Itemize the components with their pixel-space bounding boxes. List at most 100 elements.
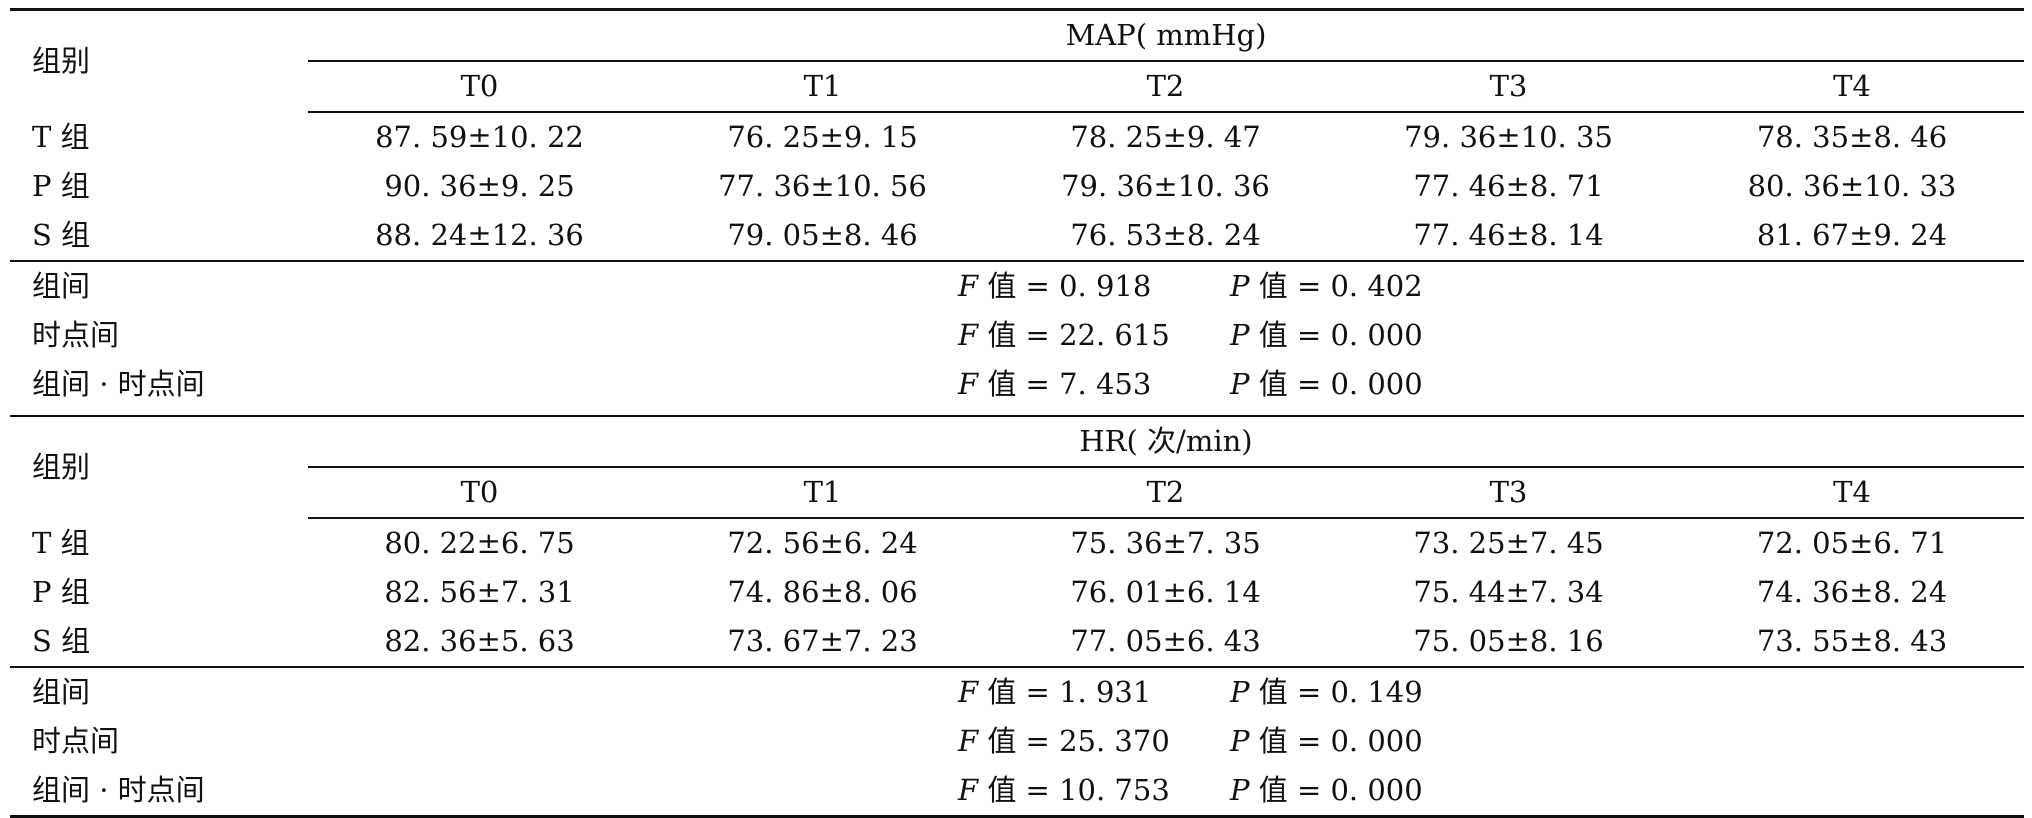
stat-row: 组间 F 值 = 0. 918 P 值 = 0. 402 [10, 261, 2024, 311]
double-rule-cell [10, 409, 2024, 417]
f-value-text: 值 = 22. 615 [978, 318, 1170, 352]
p-symbol: P [1230, 675, 1250, 709]
stat-label: 组间 [32, 675, 91, 709]
f-value-text: 值 = 7. 453 [978, 367, 1152, 401]
stat-label: 组间 · 时点间 [32, 367, 205, 401]
column-header: T2 [994, 467, 1337, 519]
group-label: P 组 [32, 575, 90, 609]
f-value: F 值 = 0. 918 [958, 262, 1151, 311]
p-symbol: P [1230, 318, 1250, 352]
table-row: T 组 80. 22±6. 75 72. 56±6. 24 75. 36±7. … [10, 518, 2024, 568]
group-label: S 组 [10, 211, 308, 262]
table-cell: 75. 36±7. 35 [1070, 526, 1261, 560]
group-label: T 组 [32, 525, 90, 560]
p-value: P 值 = 0. 000 [1230, 717, 1423, 766]
stat-row: 时点间 F 值 = 22. 615 P 值 = 0. 000 [10, 311, 2024, 360]
hr-header-row: 组别 HR( 次/min) [10, 416, 2024, 484]
group-label: S 组 [10, 617, 308, 668]
f-value: F 值 = 7. 453 [958, 360, 1151, 409]
column-header: T1 [651, 467, 994, 519]
f-value-text: 值 = 1. 931 [978, 675, 1152, 709]
f-value: F 值 = 22. 615 [958, 311, 1170, 360]
table-cell: 75. 05±8. 16 [1337, 617, 1680, 668]
column-header: T3 [1337, 467, 1680, 519]
f-symbol: F [958, 724, 979, 758]
table-row: S 组 82. 36±5. 63 73. 67±7. 23 77. 05±6. … [10, 617, 2024, 668]
double-rule [10, 409, 2024, 417]
column-header: T2 [994, 61, 1337, 113]
p-value-text: 值 = 0. 000 [1249, 724, 1423, 758]
table-cell: 80. 22±6. 75 [384, 526, 575, 560]
table-cell: 76. 01±6. 14 [1070, 575, 1261, 609]
stat-cell: 组间 · 时点间 F 值 = 10. 753 P 值 = 0. 000 [10, 766, 2024, 818]
f-symbol: F [958, 773, 979, 807]
table-cell: 80. 36±10. 33 [1747, 169, 1957, 203]
table-cell: 73. 55±8. 43 [1680, 617, 2024, 668]
p-value-text: 值 = 0. 000 [1249, 367, 1423, 401]
p-symbol: P [1230, 773, 1250, 807]
table-cell: 81. 67±9. 24 [1680, 211, 2024, 262]
column-header: T1 [651, 61, 994, 113]
p-symbol: P [1230, 269, 1250, 303]
f-value: F 值 = 1. 931 [958, 668, 1151, 717]
stat-row: 组间 · 时点间 F 值 = 7. 453 P 值 = 0. 000 [10, 360, 2024, 409]
stat-cell: 组间 F 值 = 1. 931 P 值 = 0. 149 [10, 667, 2024, 717]
stat-label: 组间 [32, 269, 91, 303]
table-cell: 79. 36±10. 35 [1404, 120, 1613, 154]
p-value: P 值 = 0. 000 [1230, 311, 1423, 360]
table-cell: 87. 59±10. 22 [375, 120, 584, 154]
table-cell: 77. 05±6. 43 [994, 617, 1337, 668]
f-value-text: 值 = 10. 753 [978, 773, 1170, 807]
f-value-text: 值 = 0. 918 [978, 269, 1152, 303]
table-cell: 82. 56±7. 31 [384, 575, 575, 609]
table-cell: 74. 36±8. 24 [1756, 575, 1948, 609]
stat-label: 时点间 [32, 724, 120, 758]
stat-cell: 时点间 F 值 = 22. 615 P 值 = 0. 000 [10, 311, 2024, 360]
stat-cell: 时点间 F 值 = 25. 370 P 值 = 0. 000 [10, 717, 2024, 766]
measure-title: HR( 次/min) [308, 416, 2024, 468]
f-value: F 值 = 25. 370 [958, 717, 1170, 766]
measure-title: MAP( mmHg) [308, 8, 2024, 62]
table-cell: 73. 25±7. 45 [1413, 526, 1604, 560]
column-header: T0 [308, 467, 651, 519]
f-symbol: F [958, 675, 979, 709]
table-cell: 76. 53±8. 24 [994, 211, 1337, 262]
table-cell: 75. 44±7. 34 [1413, 575, 1604, 609]
time-point-header-row: T0 T1 T2 T3 T4 [10, 61, 2024, 113]
p-value-text: 值 = 0. 000 [1249, 773, 1423, 807]
stat-cell: 组间 · 时点间 F 值 = 7. 453 P 值 = 0. 000 [10, 360, 2024, 409]
group-header: 组别 [10, 8, 308, 112]
p-symbol: P [1230, 367, 1250, 401]
column-header: T4 [1680, 61, 2024, 113]
p-value-text: 值 = 0. 402 [1249, 269, 1423, 303]
table-row: P 组 90. 36±9. 25 77. 36±10. 56 79. 36±10… [10, 162, 2024, 211]
statistics-table: 组别 MAP( mmHg) T0 T1 T2 T3 T4 T 组 87. 59±… [10, 8, 2024, 818]
table-cell: 78. 35±8. 46 [1756, 120, 1948, 154]
table-cell: 74. 86±8. 06 [727, 575, 918, 609]
map-header-row: 组别 MAP( mmHg) [10, 8, 2024, 112]
f-value-text: 值 = 25. 370 [978, 724, 1170, 758]
stat-row: 组间 F 值 = 1. 931 P 值 = 0. 149 [10, 667, 2024, 717]
f-value: F 值 = 10. 753 [958, 766, 1170, 815]
stat-cell: 组间 F 值 = 0. 918 P 值 = 0. 402 [10, 261, 2024, 311]
f-symbol: F [958, 318, 979, 352]
table-cell: 72. 56±6. 24 [727, 526, 918, 560]
stat-label: 时点间 [32, 318, 120, 352]
table-cell: 90. 36±9. 25 [384, 169, 575, 203]
stat-row: 时点间 F 值 = 25. 370 P 值 = 0. 000 [10, 717, 2024, 766]
table-cell: 77. 46±8. 14 [1337, 211, 1680, 262]
table-row: P 组 82. 56±7. 31 74. 86±8. 06 76. 01±6. … [10, 568, 2024, 617]
group-label: T 组 [32, 119, 90, 154]
p-value: P 值 = 0. 149 [1230, 668, 1423, 717]
group-label: P 组 [32, 169, 90, 203]
time-point-header-row: T0 T1 T2 T3 T4 [10, 467, 2024, 519]
p-value: P 值 = 0. 000 [1230, 360, 1423, 409]
column-header: T4 [1680, 467, 2024, 519]
stat-label: 组间 · 时点间 [32, 773, 205, 807]
table-cell: 88. 24±12. 36 [308, 211, 651, 262]
table-cell: 72. 05±6. 71 [1756, 526, 1948, 560]
table-row: T 组 87. 59±10. 22 76. 25±9. 15 78. 25±9.… [10, 112, 2024, 162]
p-symbol: P [1230, 724, 1250, 758]
p-value: P 值 = 0. 000 [1230, 766, 1423, 815]
